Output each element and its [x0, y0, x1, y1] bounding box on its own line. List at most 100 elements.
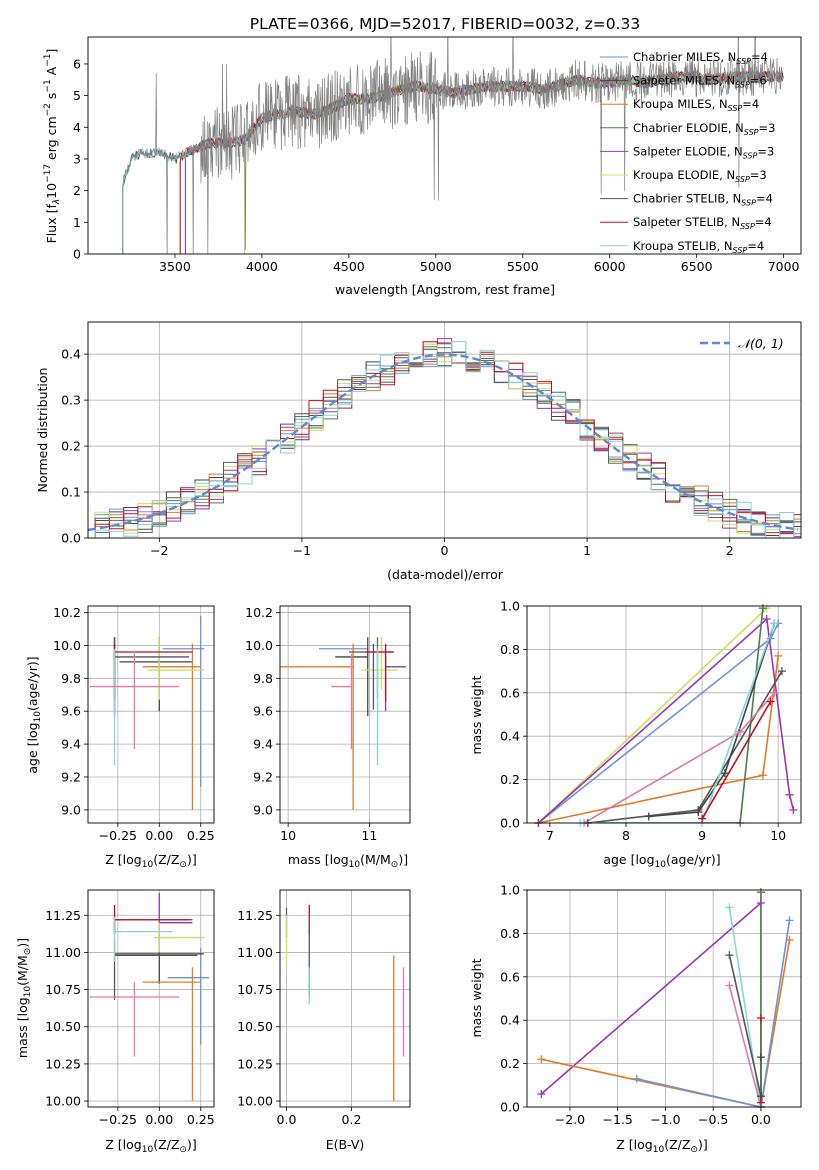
- x-axis-label: (data-model)/error: [387, 567, 504, 582]
- x-tick-label: 6500: [681, 259, 713, 274]
- y-tick-label: 1.0: [500, 599, 520, 614]
- x-tick-label: −0.25: [99, 828, 137, 843]
- weight-marker: [789, 805, 798, 814]
- y-tick-label: 10.2: [245, 605, 273, 620]
- axes-frame: [526, 889, 802, 1108]
- x-axis-label: E(B-V): [326, 1137, 365, 1152]
- y-tick-label: 0.8: [500, 642, 520, 657]
- weight-line: [580, 623, 776, 823]
- y-tick-label: 10.50: [237, 1019, 273, 1034]
- weight-marker: [698, 814, 707, 823]
- y-axis-label: mass [log10(M/M⊙)]: [15, 938, 33, 1058]
- x-tick-label: 9: [698, 828, 706, 843]
- y-tick-label: 10.75: [237, 982, 273, 997]
- legend-entry: Chabrier MILES, NSSP=4: [633, 50, 768, 66]
- weight-marker: [756, 899, 765, 908]
- weight-line: [541, 939, 791, 1107]
- y-tick-label: 0.4: [500, 1013, 520, 1028]
- weight-marker: [774, 651, 783, 660]
- x-tick-label: 4500: [333, 259, 365, 274]
- x-tick-label: −1.5: [603, 1112, 633, 1127]
- weight-marker: [758, 604, 767, 613]
- x-tick-label: −1.0: [650, 1112, 680, 1127]
- weight-marker: [785, 790, 794, 799]
- y-tick-label: 0.6: [500, 685, 520, 700]
- weight-marker: [720, 769, 729, 778]
- histogram-step: [88, 341, 801, 538]
- y-tick-label: 0.6: [500, 969, 520, 984]
- legend-entry: Kroupa MILES, NSSP=4: [633, 97, 759, 113]
- weight-marker: [537, 1055, 546, 1064]
- weight-marker: [777, 667, 786, 676]
- axes-frame: [87, 36, 802, 255]
- axes-frame: [87, 605, 215, 824]
- weight-line: [537, 617, 795, 823]
- weight-marker: [725, 981, 734, 990]
- weight-marker: [725, 903, 734, 912]
- y-tick-label: 0.4: [61, 347, 81, 362]
- histogram-step: [88, 341, 801, 538]
- y-tick-label: 0.0: [500, 816, 520, 831]
- weight-line: [587, 670, 783, 823]
- x-tick-label: 0.2: [342, 1112, 362, 1127]
- weight-line: [701, 701, 772, 820]
- weight-line: [540, 902, 762, 1095]
- legend-entry: Salpeter ELODIE, NSSP=3: [633, 144, 774, 160]
- y-tick-label: 10.25: [45, 1056, 81, 1071]
- legend-entry: Chabrier ELODIE, NSSP=3: [633, 121, 775, 137]
- y-axis-label: mass weight: [469, 675, 484, 754]
- y-tick-label: 11.00: [45, 945, 81, 960]
- x-tick-label: 7000: [768, 259, 800, 274]
- plot-area: [540, 892, 791, 1107]
- x-tick-label: 10: [770, 828, 786, 843]
- x-tick-label: 2: [726, 543, 734, 558]
- weight-marker: [694, 808, 703, 817]
- axes-frame: [526, 605, 802, 824]
- x-tick-label: 0.25: [187, 1112, 215, 1127]
- y-tick-label: 10.75: [45, 982, 81, 997]
- histogram-step: [88, 341, 801, 538]
- x-tick-label: 7: [546, 828, 554, 843]
- weight-marker: [756, 1014, 765, 1023]
- weight-marker: [762, 615, 771, 624]
- x-tick-label: 8: [622, 828, 630, 843]
- y-tick-label: 0: [73, 247, 81, 262]
- y-tick-label: 6: [73, 56, 81, 71]
- x-tick-label: −0.5: [698, 1112, 728, 1127]
- weight-marker: [785, 935, 794, 944]
- x-tick-label: 10: [280, 828, 296, 843]
- plot-area: [122, 37, 784, 254]
- y-tick-label: 10.0: [53, 638, 81, 653]
- x-tick-label: 5500: [507, 259, 539, 274]
- y-tick-label: 10.0: [245, 638, 273, 653]
- x-axis-label: Z [log10(Z/Z⊙)]: [616, 1137, 707, 1155]
- y-tick-label: 0.2: [500, 1056, 520, 1071]
- data-spectrum-line: [122, 37, 784, 254]
- x-tick-label: 4000: [246, 259, 278, 274]
- y-axis-label: age [log10(age/yr)]: [25, 656, 43, 773]
- weight-marker: [766, 697, 775, 706]
- y-tick-label: 0.4: [500, 729, 520, 744]
- weight-marker: [758, 771, 767, 780]
- y-tick-label: 9.0: [253, 802, 273, 817]
- y-tick-label: 9.6: [61, 704, 81, 719]
- weight-line: [636, 920, 791, 1107]
- y-tick-label: 9.8: [61, 671, 81, 686]
- weight-marker: [770, 688, 779, 697]
- weight-line: [648, 623, 776, 818]
- weight-vs-metallicity-panel: −2.0 −1.5 −1.0 −0.5 0.0 0.0 0.2 0.4 0.6 0.8 1.0 Z […: [469, 883, 802, 1155]
- x-axis-label: mass [log10(M/M⊙)]: [288, 852, 408, 870]
- plot-area: [537, 607, 795, 823]
- axes-frame: [87, 889, 215, 1108]
- x-tick-label: 11: [361, 828, 377, 843]
- y-tick-label: 11.25: [237, 908, 273, 923]
- y-tick-label: 5: [73, 88, 81, 103]
- weight-marker: [537, 1089, 546, 1098]
- y-tick-label: 0.2: [61, 439, 81, 454]
- y-tick-label: 10.2: [53, 605, 81, 620]
- y-tick-label: 0.3: [61, 393, 81, 408]
- weight-line: [728, 985, 762, 1107]
- y-tick-label: 9.8: [253, 671, 273, 686]
- mass-vs-metallicity-panel: −0.25 0.00 0.25 10.00 10.25 10.50 10.75 11.00 11…: [15, 889, 215, 1155]
- y-tick-label: 9.2: [61, 769, 81, 784]
